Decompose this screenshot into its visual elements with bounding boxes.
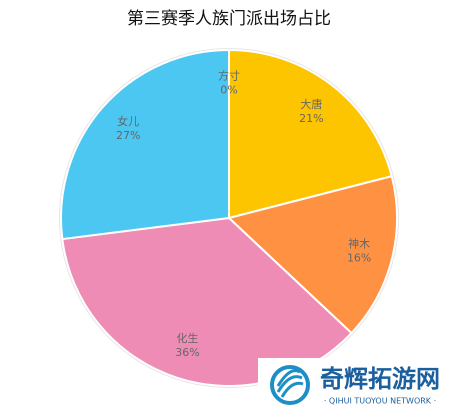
- pie-slice: [228, 48, 393, 220]
- slice-label: 神木: [348, 236, 370, 250]
- watermark-name: 奇辉拓游网: [320, 365, 440, 393]
- slice-value-label: 21%: [299, 112, 323, 125]
- slice-value-label: 27%: [116, 129, 140, 142]
- watermark-subtitle: · QIHUI TUOYOU NETWORK ·: [324, 397, 436, 406]
- chart-title: 第三赛季人族门派出场占比: [127, 8, 331, 29]
- watermark: 奇辉拓游网 · QIHUI TUOYOU NETWORK ·: [258, 358, 458, 410]
- watermark-logo-lines: [276, 369, 304, 398]
- slice-label: 女儿: [117, 114, 139, 128]
- slice-label: 大唐: [300, 97, 322, 111]
- slice-label: 方寸: [218, 69, 240, 83]
- slice-label: 化生: [176, 331, 198, 345]
- slice-value-label: 16%: [347, 251, 371, 264]
- slice-value-label: 0%: [220, 84, 237, 97]
- watermark-logo: [270, 365, 310, 405]
- pie-slice: [60, 48, 230, 241]
- pie-slice: [226, 175, 398, 335]
- slice-value-label: 36%: [175, 346, 199, 359]
